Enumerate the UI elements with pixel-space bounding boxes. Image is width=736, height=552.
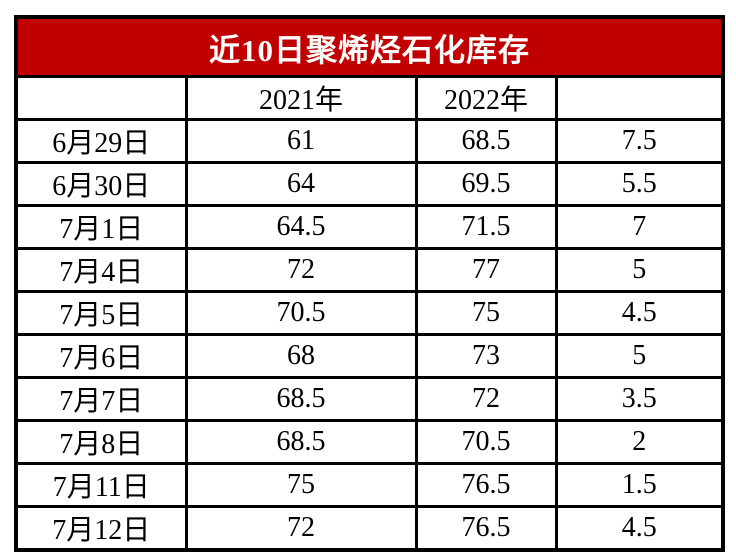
table-row: 7月4日 72 77 5 — [14, 247, 725, 293]
cell-2022: 76.5 — [414, 462, 558, 508]
cell-diff: 4.5 — [554, 290, 725, 336]
cell-date: 7月8日 — [14, 419, 188, 465]
cell-2021: 64.5 — [184, 204, 418, 250]
cell-diff: 1.5 — [554, 462, 725, 508]
cell-2021: 68.5 — [184, 419, 418, 465]
cell-2021: 75 — [184, 462, 418, 508]
cell-date: 6月29日 — [14, 118, 188, 164]
table-row: 6月30日 64 69.5 5.5 — [14, 161, 725, 207]
cell-2021: 72 — [184, 247, 418, 293]
cell-diff: 2 — [554, 419, 725, 465]
title-row: 近10日聚烯烃石化库存 — [14, 15, 725, 78]
cell-diff: 7.5 — [554, 118, 725, 164]
cell-2022: 70.5 — [414, 419, 558, 465]
col-header-2021: 2021年 — [184, 75, 418, 121]
cell-diff: 5.5 — [554, 161, 725, 207]
cell-diff: 7 — [554, 204, 725, 250]
cell-2021: 68 — [184, 333, 418, 379]
table-body: 6月29日 61 68.5 7.5 6月30日 64 69.5 5.5 7月1日… — [14, 118, 725, 552]
inventory-table: 近10日聚烯烃石化库存 2021年 2022年 6月29日 61 68.5 7.… — [14, 15, 725, 552]
cell-date: 7月1日 — [14, 204, 188, 250]
col-header-diff — [554, 75, 725, 121]
table-row: 7月8日 68.5 70.5 2 — [14, 419, 725, 465]
cell-2022: 75 — [414, 290, 558, 336]
cell-date: 7月4日 — [14, 247, 188, 293]
table-row: 6月29日 61 68.5 7.5 — [14, 118, 725, 164]
cell-2022: 68.5 — [414, 118, 558, 164]
cell-2022: 71.5 — [414, 204, 558, 250]
cell-date: 7月5日 — [14, 290, 188, 336]
cell-2022: 72 — [414, 376, 558, 422]
cell-diff: 5 — [554, 247, 725, 293]
cell-2022: 69.5 — [414, 161, 558, 207]
table-row: 7月7日 68.5 72 3.5 — [14, 376, 725, 422]
cell-2022: 73 — [414, 333, 558, 379]
cell-diff: 3.5 — [554, 376, 725, 422]
table-row: 7月1日 64.5 71.5 7 — [14, 204, 725, 250]
cell-date: 7月12日 — [14, 505, 188, 552]
cell-date: 7月7日 — [14, 376, 188, 422]
col-header-date — [14, 75, 188, 121]
cell-2022: 77 — [414, 247, 558, 293]
cell-2021: 70.5 — [184, 290, 418, 336]
cell-diff: 4.5 — [554, 505, 725, 552]
cell-2021: 61 — [184, 118, 418, 164]
col-header-2022: 2022年 — [414, 75, 558, 121]
cell-date: 6月30日 — [14, 161, 188, 207]
cell-date: 7月6日 — [14, 333, 188, 379]
table-row: 7月12日 72 76.5 4.5 — [14, 505, 725, 552]
cell-diff: 5 — [554, 333, 725, 379]
table-row: 7月11日 75 76.5 1.5 — [14, 462, 725, 508]
cell-2021: 68.5 — [184, 376, 418, 422]
cell-date: 7月11日 — [14, 462, 188, 508]
table-title: 近10日聚烯烃石化库存 — [14, 15, 725, 78]
cell-2021: 72 — [184, 505, 418, 552]
column-header-row: 2021年 2022年 — [14, 75, 725, 121]
cell-2022: 76.5 — [414, 505, 558, 552]
cell-2021: 64 — [184, 161, 418, 207]
table-row: 7月5日 70.5 75 4.5 — [14, 290, 725, 336]
table-row: 7月6日 68 73 5 — [14, 333, 725, 379]
